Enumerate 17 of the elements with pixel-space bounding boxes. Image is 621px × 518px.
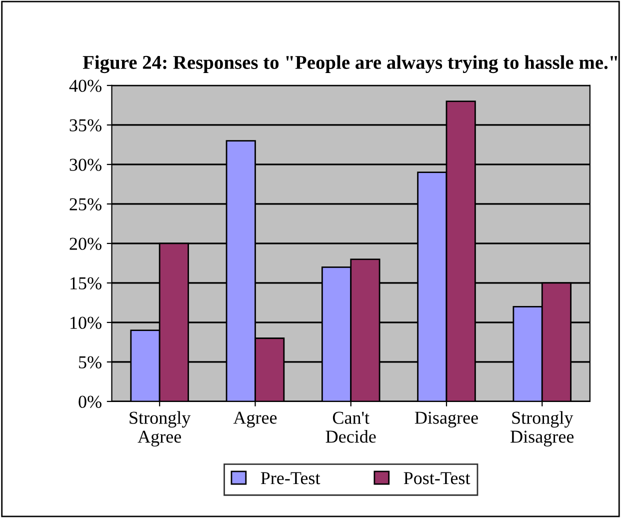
y-tick-label: 20%: [70, 238, 102, 250]
legend-label: Post-Test: [404, 472, 470, 484]
y-tick-label: 0%: [78, 396, 102, 408]
y-tick-label: 30%: [70, 158, 102, 171]
legend-label: Pre-Test: [260, 472, 320, 484]
y-tick-label: 5%: [79, 356, 102, 368]
y-tick-label: 10%: [70, 316, 102, 329]
x-tick-label: Strongly Disagree: [510, 411, 574, 447]
x-tick-label: Can't Decide: [326, 412, 376, 443]
y-tick-label: 15%: [70, 277, 102, 290]
y-tick-label: 25%: [70, 198, 102, 210]
chart-title: Figure 24: Responses to "People are always trying to hassle me.": [82, 55, 618, 74]
x-tick-label: Strongly Agree: [130, 411, 191, 447]
x-tick-label: Disagree: [414, 412, 478, 428]
y-tick-label: 35%: [70, 119, 102, 132]
x-tick-label: Agree: [233, 412, 277, 428]
y-tick-label: 40%: [69, 80, 102, 92]
